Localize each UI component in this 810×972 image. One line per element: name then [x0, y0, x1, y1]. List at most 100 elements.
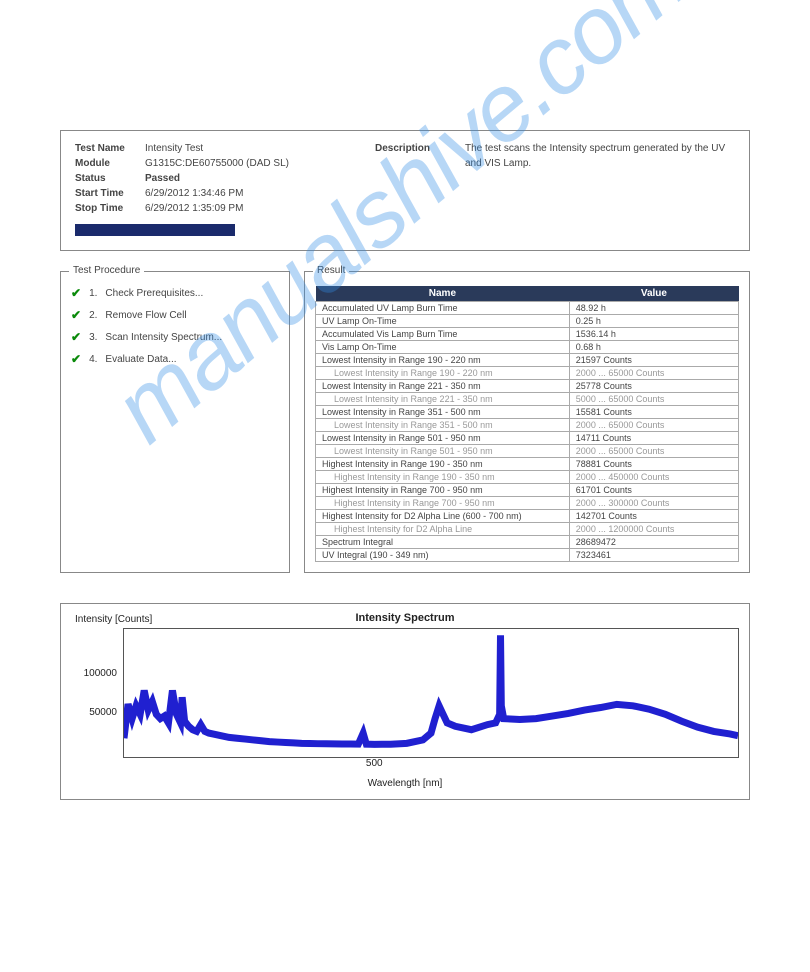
result-row-name: Highest Intensity for D2 Alpha Line (600… [316, 510, 570, 523]
status-value: Passed [145, 171, 180, 186]
progress-bar [75, 224, 235, 236]
start-time-label: Start Time [75, 186, 145, 201]
result-row: Lowest Intensity in Range 190 - 220 nm21… [316, 354, 739, 367]
stop-time-value: 6/29/2012 1:35:09 PM [145, 201, 243, 216]
result-title: Result [313, 265, 349, 276]
result-row: Accumulated Vis Lamp Burn Time1536.14 h [316, 328, 739, 341]
result-row: Spectrum Integral28689472 [316, 536, 739, 549]
result-row: Lowest Intensity in Range 221 - 350 nm25… [316, 380, 739, 393]
result-row-name: Lowest Intensity in Range 351 - 500 nm [316, 419, 570, 432]
result-row-name: Vis Lamp On-Time [316, 341, 570, 354]
chart-x-axis: 500 [123, 758, 739, 774]
ytick-blank-bot [114, 747, 117, 758]
result-row: Highest Intensity in Range 700 - 950 nm6… [316, 484, 739, 497]
result-row: Vis Lamp On-Time0.68 h [316, 341, 739, 354]
procedure-item-label: Check Prerequisites... [105, 288, 203, 299]
result-row-name: Lowest Intensity in Range 501 - 950 nm [316, 432, 570, 445]
test-procedure-panel: Test Procedure ✔1.Check Prerequisites...… [60, 271, 290, 573]
result-row-value: 48.92 h [569, 302, 738, 315]
result-row-value: 2000 ... 65000 Counts [569, 419, 738, 432]
result-row: Lowest Intensity in Range 501 - 950 nm20… [316, 445, 739, 458]
result-row-value: 25778 Counts [569, 380, 738, 393]
procedure-item: ✔ 3. Scan Intensity Spectrum... [71, 330, 279, 344]
module-label: Module [75, 156, 145, 171]
result-row: Lowest Intensity in Range 501 - 950 nm14… [316, 432, 739, 445]
check-icon: ✔ [71, 352, 81, 366]
chart-ylabel: Intensity [Counts] [75, 614, 152, 625]
result-row-value: 2000 ... 65000 Counts [569, 367, 738, 380]
procedure-item-number: 3. [89, 332, 97, 343]
result-row: Highest Intensity in Range 190 - 350 nm7… [316, 458, 739, 471]
description-text: The test scans the Intensity spectrum ge… [465, 141, 735, 171]
result-row: Lowest Intensity in Range 351 - 500 nm15… [316, 406, 739, 419]
result-row-value: 14711 Counts [569, 432, 738, 445]
result-row-value: 15581 Counts [569, 406, 738, 419]
ytick-blank-top [114, 628, 117, 639]
check-icon: ✔ [71, 286, 81, 300]
result-row-value: 5000 ... 65000 Counts [569, 393, 738, 406]
result-panel: Result Name Value Accumulated UV Lamp Bu… [304, 271, 750, 573]
result-row-value: 0.25 h [569, 315, 738, 328]
result-row-name: Lowest Intensity in Range 190 - 220 nm [316, 354, 570, 367]
result-table: Name Value Accumulated UV Lamp Burn Time… [315, 286, 739, 562]
procedure-item-label: Scan Intensity Spectrum... [105, 332, 222, 343]
result-row: Highest Intensity for D2 Alpha Line (600… [316, 510, 739, 523]
result-row: UV Lamp On-Time0.25 h [316, 315, 739, 328]
result-row: Highest Intensity in Range 700 - 950 nm2… [316, 497, 739, 510]
procedure-item-number: 4. [89, 354, 97, 365]
result-row-name: UV Integral (190 - 349 nm) [316, 549, 570, 562]
result-row: Highest Intensity for D2 Alpha Line2000 … [316, 523, 739, 536]
result-row-name: Highest Intensity in Range 190 - 350 nm [316, 471, 570, 484]
result-row-name: Highest Intensity in Range 190 - 350 nm [316, 458, 570, 471]
result-col-value: Value [569, 286, 738, 302]
test-name-label: Test Name [75, 141, 145, 156]
chart-xlabel: Wavelength [nm] [71, 778, 739, 789]
chart-title: Intensity Spectrum [71, 612, 739, 624]
xtick-label: 500 [366, 758, 383, 769]
result-col-name: Name [316, 286, 570, 302]
result-row-name: Spectrum Integral [316, 536, 570, 549]
result-row-value: 21597 Counts [569, 354, 738, 367]
description-label: Description [375, 141, 465, 171]
procedure-item-label: Remove Flow Cell [105, 310, 186, 321]
check-icon: ✔ [71, 330, 81, 344]
spectrum-line [124, 635, 738, 744]
result-row-name: Highest Intensity in Range 700 - 950 nm [316, 484, 570, 497]
module-value: G1315C:DE60755000 (DAD SL) [145, 156, 289, 171]
result-row-value: 142701 Counts [569, 510, 738, 523]
ytick-100000: 100000 [84, 668, 117, 679]
result-row: Lowest Intensity in Range 221 - 350 nm50… [316, 393, 739, 406]
result-row-value: 28689472 [569, 536, 738, 549]
ytick-50000: 50000 [89, 707, 117, 718]
procedure-item: ✔1.Check Prerequisites... [71, 286, 279, 300]
result-row-name: UV Lamp On-Time [316, 315, 570, 328]
chart-y-axis: 100000 50000 [71, 628, 123, 758]
result-row-name: Lowest Intensity in Range 221 - 350 nm [316, 393, 570, 406]
result-row-name: Accumulated Vis Lamp Burn Time [316, 328, 570, 341]
result-row-name: Accumulated UV Lamp Burn Time [316, 302, 570, 315]
procedure-item-label: Evaluate Data... [105, 354, 176, 365]
result-row-value: 1536.14 h [569, 328, 738, 341]
test-procedure-title: Test Procedure [69, 265, 144, 276]
result-row-value: 78881 Counts [569, 458, 738, 471]
result-row: Highest Intensity in Range 190 - 350 nm2… [316, 471, 739, 484]
result-row: Accumulated UV Lamp Burn Time48.92 h [316, 302, 739, 315]
result-row-name: Highest Intensity for D2 Alpha Line [316, 523, 570, 536]
procedure-item-number: 2. [89, 310, 97, 321]
result-row-value: 2000 ... 1200000 Counts [569, 523, 738, 536]
chart-plot-area [123, 628, 739, 758]
result-row: Lowest Intensity in Range 190 - 220 nm20… [316, 367, 739, 380]
result-row-value: 0.68 h [569, 341, 738, 354]
result-row-value: 7323461 [569, 549, 738, 562]
result-row: UV Integral (190 - 349 nm)7323461 [316, 549, 739, 562]
result-row-value: 2000 ... 300000 Counts [569, 497, 738, 510]
test-header-panel: Test Name Intensity Test Module G1315C:D… [60, 130, 750, 251]
result-row: Lowest Intensity in Range 351 - 500 nm20… [316, 419, 739, 432]
result-row-name: Lowest Intensity in Range 190 - 220 nm [316, 367, 570, 380]
status-label: Status [75, 171, 145, 186]
check-icon: ✔ [71, 308, 81, 322]
result-row-value: 61701 Counts [569, 484, 738, 497]
result-row-name: Lowest Intensity in Range 501 - 950 nm [316, 445, 570, 458]
result-row-name: Highest Intensity in Range 700 - 950 nm [316, 497, 570, 510]
start-time-value: 6/29/2012 1:34:46 PM [145, 186, 243, 201]
